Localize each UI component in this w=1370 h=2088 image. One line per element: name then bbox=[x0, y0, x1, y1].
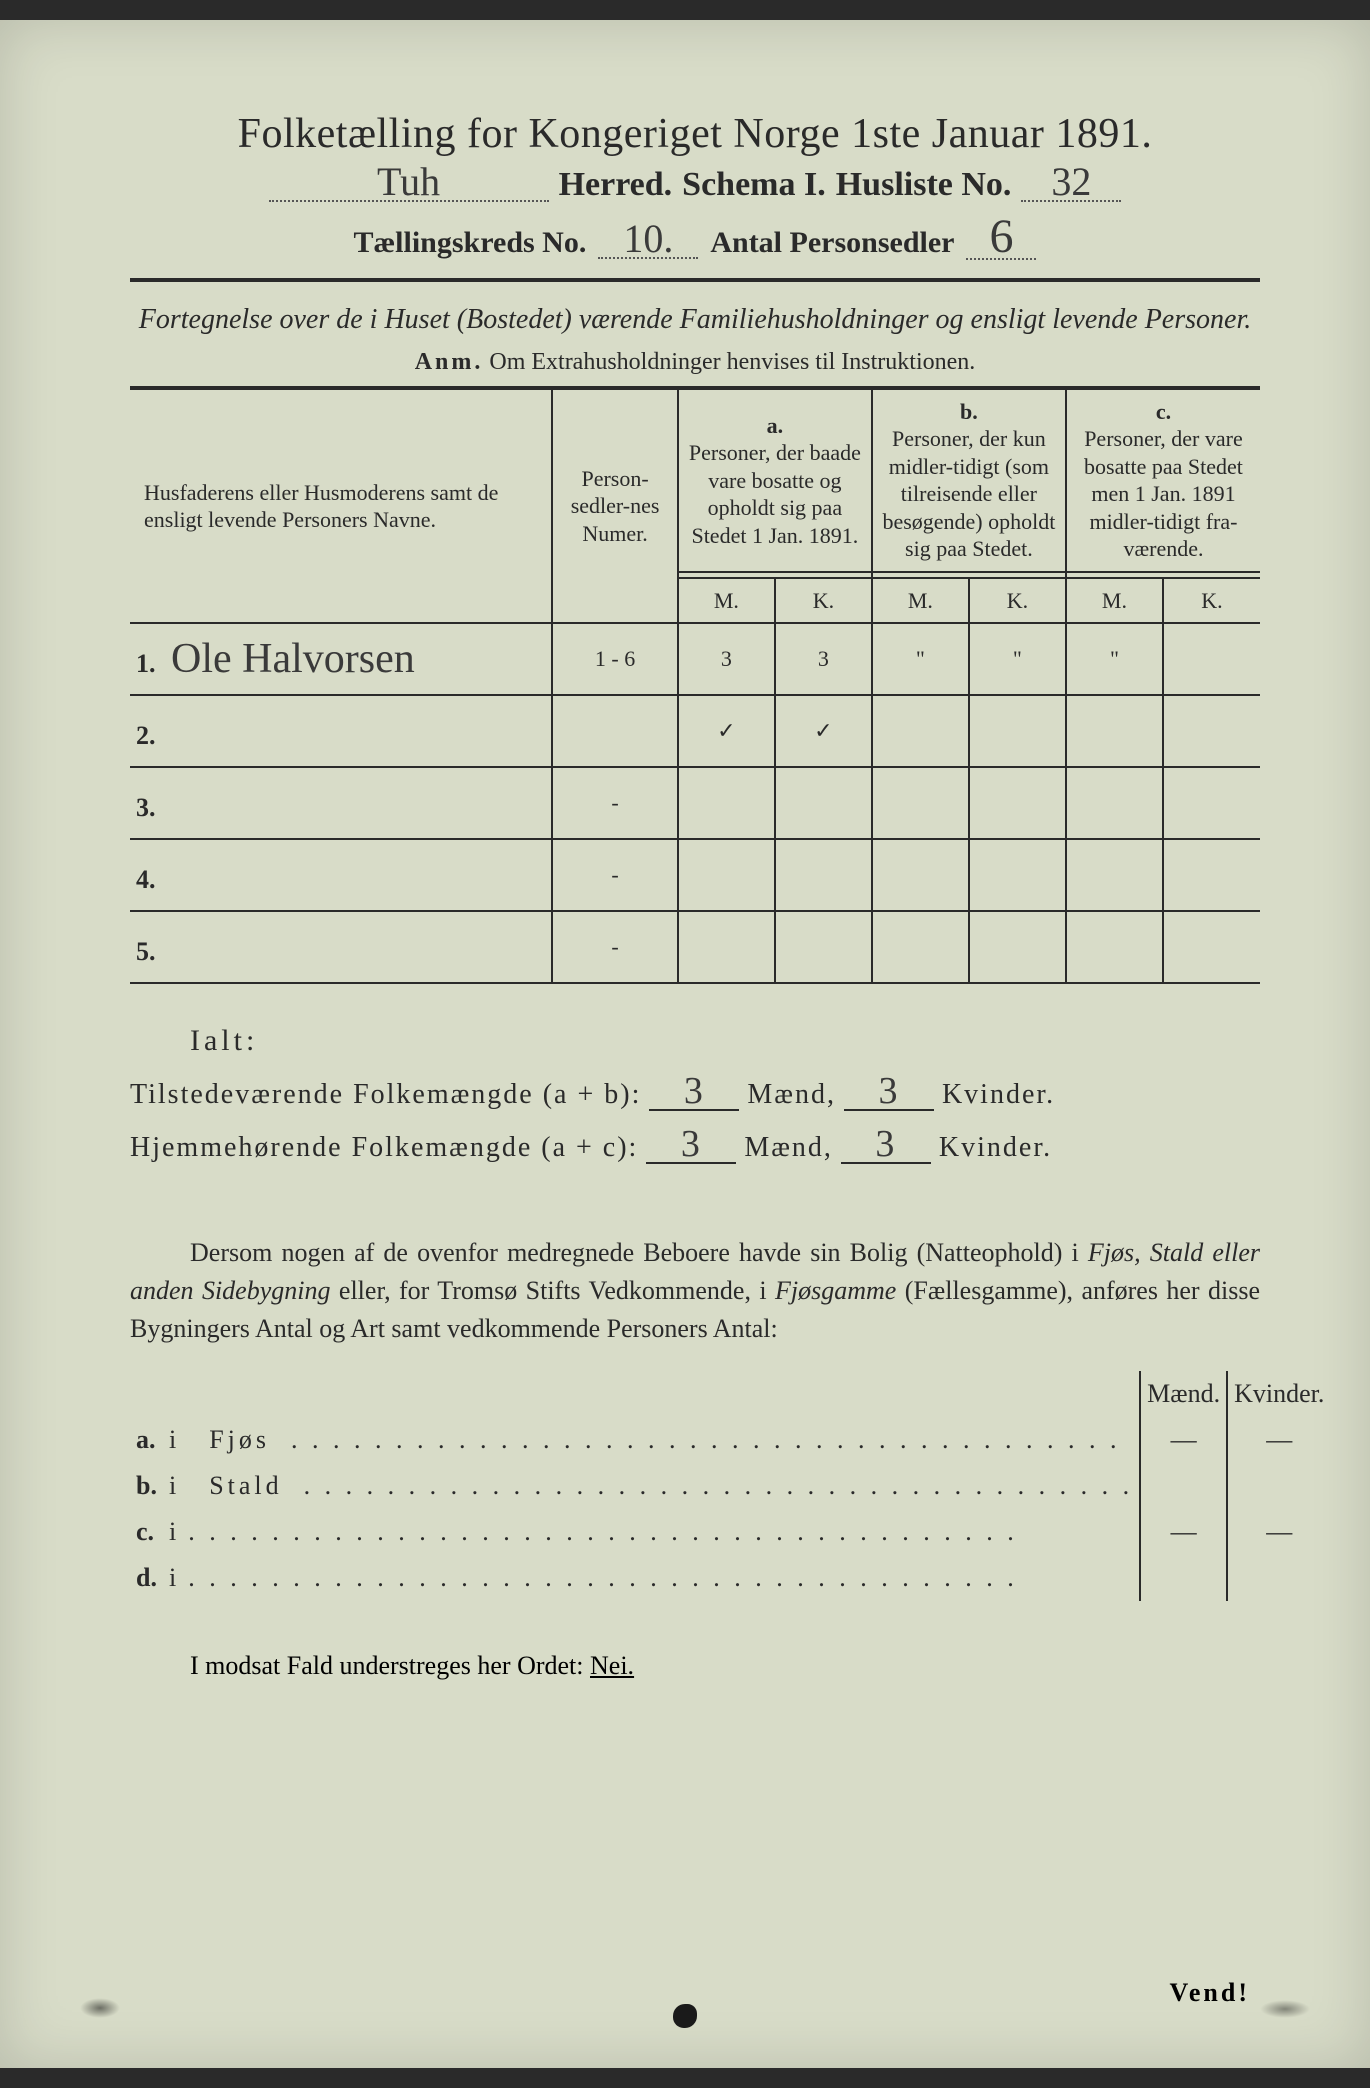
census-form-page: Folketælling for Kongeriget Norge 1ste J… bbox=[0, 20, 1370, 2068]
nei-word: Nei. bbox=[590, 1651, 634, 1680]
table-row: b.i Stald . . . . . . . . . . . . . . . … bbox=[130, 1463, 1330, 1509]
col-b-m: M. bbox=[872, 578, 969, 624]
l1-m: 3 bbox=[649, 1076, 739, 1110]
small-maend: Mænd. bbox=[1140, 1371, 1227, 1417]
husliste-label: Husliste No. bbox=[836, 166, 1012, 204]
col-c-k: K. bbox=[1163, 578, 1260, 624]
kreds-label: Tællingskreds No. bbox=[354, 226, 587, 260]
ink-blot-icon bbox=[673, 2004, 697, 2028]
smudge-icon bbox=[1260, 2000, 1310, 2018]
l2-k: 3 bbox=[841, 1129, 931, 1163]
table-row: 3. - bbox=[130, 767, 1260, 839]
table-row: 1. Ole Halvorsen1 - 633""" bbox=[130, 623, 1260, 695]
col-b-header: b. Personer, der kun midler-tidigt (som … bbox=[872, 389, 1066, 572]
table-row: 5. - bbox=[130, 911, 1260, 983]
totals-line-2: Hjemmehørende Folkemængde (a + c): 3 Mæn… bbox=[130, 1129, 1260, 1164]
anm-label: Anm. bbox=[415, 349, 484, 375]
subtitle: Fortegnelse over de i Huset (Bostedet) v… bbox=[130, 302, 1260, 338]
paragraph: Dersom nogen af de ovenfor medregnede Be… bbox=[130, 1234, 1260, 1347]
col-a-k: K. bbox=[775, 578, 872, 624]
l2-m: 3 bbox=[646, 1129, 736, 1163]
anm-note: Anm. Om Extrahusholdninger henvises til … bbox=[130, 349, 1260, 376]
herred-value: Tuh bbox=[269, 166, 549, 202]
schema-label: Schema I. bbox=[682, 166, 826, 204]
col-c-header: c. Personer, der vare bosatte paa Stedet… bbox=[1066, 389, 1260, 572]
header-line-2: Tuh Herred. Schema I. Husliste No. 32 bbox=[130, 166, 1260, 204]
small-table: Mænd. Kvinder. a.i Fjøs . . . . . . . . … bbox=[130, 1371, 1330, 1601]
herred-label: Herred. bbox=[559, 166, 673, 204]
table-row: 4. - bbox=[130, 839, 1260, 911]
page-title: Folketælling for Kongeriget Norge 1ste J… bbox=[130, 110, 1260, 158]
header-line-3: Tællingskreds No. 10. Antal Personsedler… bbox=[130, 218, 1260, 260]
col-a-m: M. bbox=[678, 578, 775, 624]
totals-line-1: Tilstedeværende Folkemængde (a + b): 3 M… bbox=[130, 1076, 1260, 1111]
vend-label: Vend! bbox=[1169, 1978, 1250, 2008]
smudge-icon bbox=[80, 1998, 120, 2018]
antal-label: Antal Personsedler bbox=[710, 226, 954, 260]
col-name-header: Husfaderens eller Husmoderens samt de en… bbox=[130, 389, 552, 624]
kreds-value: 10. bbox=[598, 223, 698, 259]
ialt-label: Ialt: bbox=[190, 1024, 1260, 1058]
anm-text: Om Extrahusholdninger henvises til Instr… bbox=[489, 349, 975, 375]
table-row: a.i Fjøs . . . . . . . . . . . . . . . .… bbox=[130, 1417, 1330, 1463]
husliste-value: 32 bbox=[1021, 166, 1121, 202]
divider bbox=[130, 278, 1260, 282]
l1-k: 3 bbox=[844, 1076, 934, 1110]
table-row: 2. ✓✓ bbox=[130, 695, 1260, 767]
small-kvinder: Kvinder. bbox=[1227, 1371, 1330, 1417]
table-row: c.i . . . . . . . . . . . . . . . . . . … bbox=[130, 1509, 1330, 1555]
col-b-k: K. bbox=[969, 578, 1066, 624]
totals-block: Ialt: Tilstedeværende Folkemængde (a + b… bbox=[130, 1024, 1260, 1164]
col-num-header: Person-sedler-nes Numer. bbox=[552, 389, 678, 624]
col-a-header: a. Personer, der baade vare bosatte og o… bbox=[678, 389, 872, 572]
modsat-line: I modsat Fald understreges her Ordet: Ne… bbox=[130, 1651, 1260, 1681]
table-row: d.i . . . . . . . . . . . . . . . . . . … bbox=[130, 1555, 1330, 1601]
col-c-m: M. bbox=[1066, 578, 1163, 624]
antal-value: 6 bbox=[966, 218, 1036, 260]
main-table: Husfaderens eller Husmoderens samt de en… bbox=[130, 388, 1260, 985]
